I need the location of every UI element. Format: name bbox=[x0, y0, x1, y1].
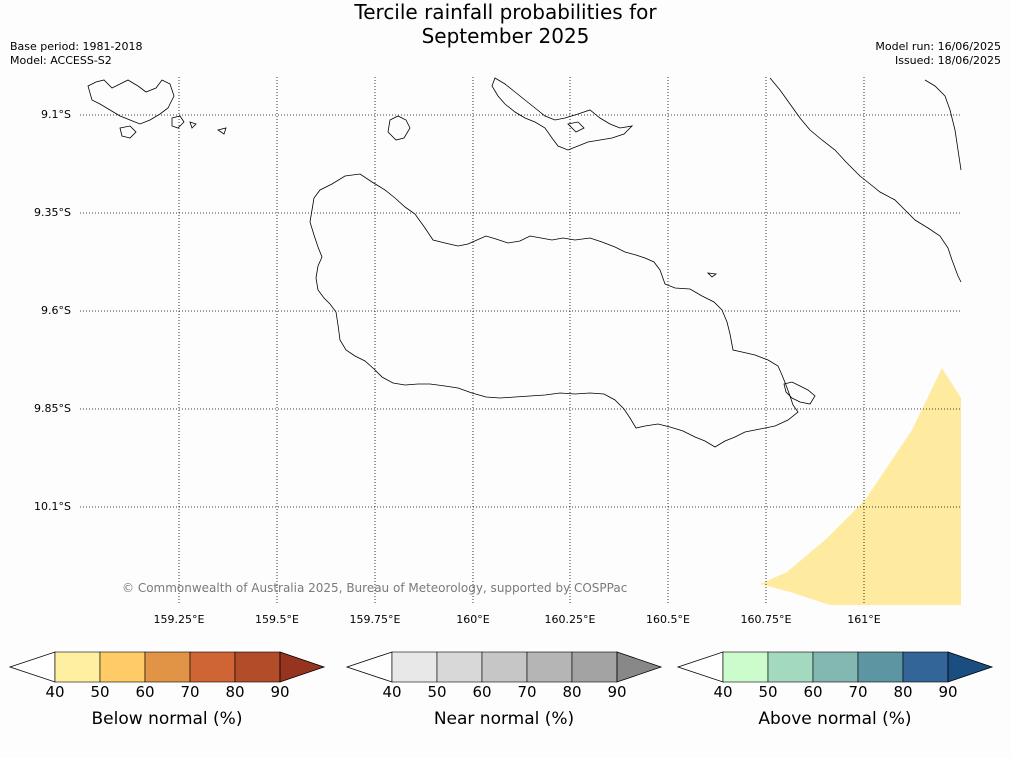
above-tick-90: 90 bbox=[938, 683, 958, 701]
island-florida bbox=[491, 77, 634, 151]
below-tick-70: 70 bbox=[180, 683, 200, 701]
island-malaita-tip bbox=[924, 79, 962, 171]
lat-label-5: 10.1°S bbox=[34, 500, 71, 513]
island-guadalcanal bbox=[309, 173, 799, 448]
lat-label-4: 9.85°S bbox=[34, 402, 71, 415]
copyright-notice: © Commonwealth of Australia 2025, Bureau… bbox=[122, 581, 628, 595]
above-tick-70: 70 bbox=[848, 683, 868, 701]
colorbar-near-title: Near normal (%) bbox=[433, 709, 575, 729]
lon-label-8: 161°E bbox=[847, 613, 881, 626]
lat-label-2: 9.35°S bbox=[34, 206, 71, 219]
title-line-2: September 2025 bbox=[421, 24, 590, 48]
meta-right: Model run: 16/06/2025 Issued: 18/06/2025 bbox=[875, 40, 1001, 68]
islet-russell-2 bbox=[189, 121, 197, 129]
near-tick-50: 50 bbox=[427, 683, 447, 701]
below-tick-60: 60 bbox=[135, 683, 155, 701]
lon-label-1: 159.25°E bbox=[153, 613, 205, 626]
meta-left: Base period: 1981-2018 Model: ACCESS-S2 bbox=[10, 40, 142, 68]
gridlines bbox=[80, 77, 961, 605]
islet-russell-3 bbox=[217, 127, 227, 135]
islet-russell-1 bbox=[171, 115, 185, 129]
near-tick-70: 70 bbox=[517, 683, 537, 701]
above-tick-50: 50 bbox=[758, 683, 778, 701]
below-tick-80: 80 bbox=[225, 683, 245, 701]
island-savo bbox=[387, 115, 411, 141]
above-tick-60: 60 bbox=[803, 683, 823, 701]
near-tick-80: 80 bbox=[562, 683, 582, 701]
near-tick-40: 40 bbox=[382, 683, 402, 701]
below-normal-region bbox=[760, 368, 961, 605]
lat-label-1: 9.1°S bbox=[41, 108, 71, 121]
above-tick-40: 40 bbox=[713, 683, 733, 701]
island-russell-small bbox=[119, 125, 137, 139]
colorbar-above-title: Above normal (%) bbox=[758, 709, 912, 729]
model-run: Model run: 16/06/2025 bbox=[875, 40, 1001, 53]
lon-label-4: 160°E bbox=[456, 613, 490, 626]
lon-label-5: 160.25°E bbox=[544, 613, 596, 626]
above-tick-80: 80 bbox=[893, 683, 913, 701]
issued-date: Issued: 18/06/2025 bbox=[894, 54, 1001, 67]
near-tick-90: 90 bbox=[607, 683, 627, 701]
map-title: Tercile rainfall probabilities for Septe… bbox=[0, 0, 1011, 48]
model-name: Model: ACCESS-S2 bbox=[10, 54, 112, 67]
below-tick-90: 90 bbox=[270, 683, 290, 701]
base-period: Base period: 1981-2018 bbox=[10, 40, 143, 53]
below-tick-40: 40 bbox=[45, 683, 65, 701]
below-tick-50: 50 bbox=[90, 683, 110, 701]
title-line-1: Tercile rainfall probabilities for bbox=[354, 0, 657, 24]
island-russell-north bbox=[87, 79, 175, 125]
island-marau bbox=[783, 381, 816, 405]
near-tick-60: 60 bbox=[472, 683, 492, 701]
islet-small-east bbox=[706, 272, 718, 278]
lon-label-3: 159.75°E bbox=[349, 613, 401, 626]
lat-label-3: 9.6°S bbox=[41, 304, 71, 317]
island-malaita bbox=[769, 77, 962, 283]
colorbar-below-title: Below normal (%) bbox=[91, 709, 243, 729]
lon-label-7: 160.75°E bbox=[740, 613, 792, 626]
lon-label-2: 159.5°E bbox=[255, 613, 299, 626]
lon-label-6: 160.5°E bbox=[646, 613, 690, 626]
islet-florida-1 bbox=[567, 121, 585, 133]
coastlines bbox=[87, 77, 962, 448]
